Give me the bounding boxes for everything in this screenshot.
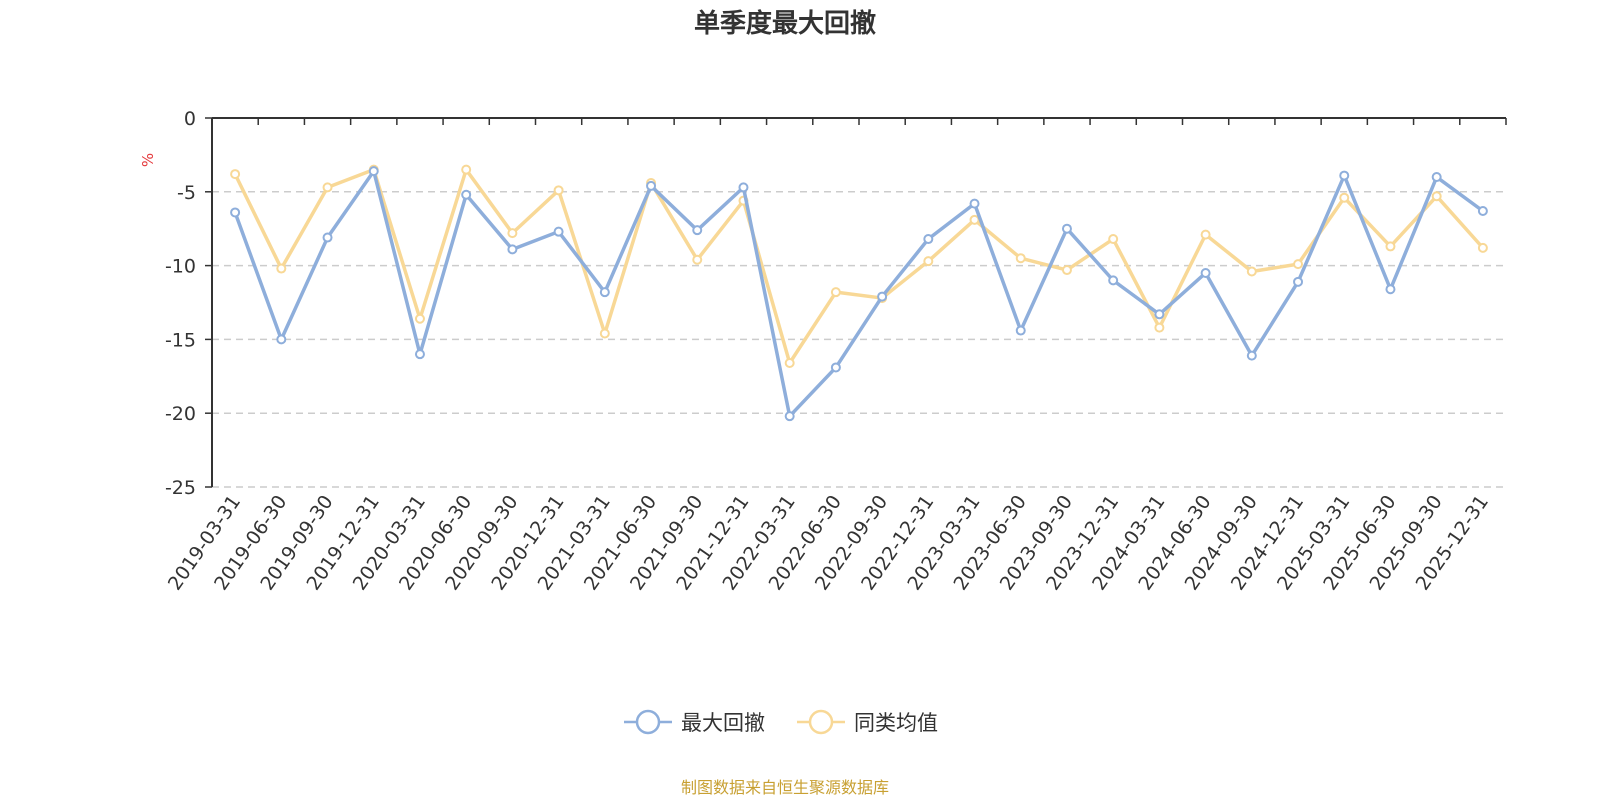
data-point[interactable] xyxy=(414,313,425,324)
data-point[interactable] xyxy=(276,263,287,274)
data-point[interactable] xyxy=(1061,223,1072,234)
data-point[interactable] xyxy=(1385,284,1396,295)
data-point[interactable] xyxy=(1015,253,1026,264)
data-point[interactable] xyxy=(1339,170,1350,181)
data-point[interactable] xyxy=(461,164,472,175)
data-point[interactable] xyxy=(1293,276,1304,287)
y-tick-label: -20 xyxy=(165,403,196,425)
data-point[interactable] xyxy=(969,214,980,225)
data-point[interactable] xyxy=(507,228,518,239)
series-line xyxy=(233,169,1485,418)
data-point[interactable] xyxy=(784,411,795,422)
y-axis-unit: % xyxy=(139,153,157,167)
data-point[interactable] xyxy=(738,182,749,193)
data-point[interactable] xyxy=(1246,350,1257,361)
legend-label: 最大回撤 xyxy=(681,711,765,735)
y-axis-labels: 0 -5 -10 -15 -20 -25 xyxy=(165,108,196,499)
data-point[interactable] xyxy=(830,362,841,373)
data-point[interactable] xyxy=(276,334,287,345)
data-point[interactable] xyxy=(692,254,703,265)
data-point[interactable] xyxy=(1154,309,1165,320)
data-point[interactable] xyxy=(230,169,241,180)
y-tick-label: 0 xyxy=(184,108,196,130)
legend-item-peer-average[interactable]: 同类均值 xyxy=(797,709,938,735)
data-point[interactable] xyxy=(599,287,610,298)
data-point[interactable] xyxy=(1246,266,1257,277)
data-point[interactable] xyxy=(461,189,472,200)
legend-label: 同类均值 xyxy=(854,711,938,735)
data-point[interactable] xyxy=(553,226,564,237)
x-axis-labels: 2019-03-312019-06-302019-09-302019-12-31… xyxy=(164,491,1493,594)
legend-marker-icon xyxy=(635,709,661,735)
data-point[interactable] xyxy=(1200,229,1211,240)
data-point[interactable] xyxy=(877,291,888,302)
data-point[interactable] xyxy=(1108,275,1119,286)
legend[interactable]: 最大回撤 同类均值 xyxy=(624,709,938,735)
y-tick-label: -5 xyxy=(177,182,196,204)
data-point[interactable] xyxy=(1061,265,1072,276)
y-tick-label: -25 xyxy=(165,477,196,499)
data-point[interactable] xyxy=(646,180,657,191)
data-point[interactable] xyxy=(1015,325,1026,336)
data-source: 制图数据来自恒生聚源数据库 xyxy=(681,778,889,797)
series-lines xyxy=(230,164,1488,422)
data-point[interactable] xyxy=(322,232,333,243)
series-0 xyxy=(230,166,1488,422)
data-point[interactable] xyxy=(1293,259,1304,270)
data-point[interactable] xyxy=(599,328,610,339)
data-point[interactable] xyxy=(507,244,518,255)
legend-marker-icon xyxy=(808,709,834,735)
data-point[interactable] xyxy=(230,207,241,218)
axes xyxy=(205,117,1507,488)
data-point[interactable] xyxy=(1339,192,1350,203)
data-point[interactable] xyxy=(923,256,934,267)
y-tick-label: -10 xyxy=(165,256,196,278)
legend-item-max-drawdown[interactable]: 最大回撤 xyxy=(624,709,765,735)
data-point[interactable] xyxy=(830,287,841,298)
series-1 xyxy=(230,164,1488,369)
data-point[interactable] xyxy=(1385,241,1396,252)
data-point[interactable] xyxy=(1154,322,1165,333)
data-point[interactable] xyxy=(969,198,980,209)
grid-lines xyxy=(212,191,1506,488)
data-point[interactable] xyxy=(322,182,333,193)
data-point[interactable] xyxy=(923,234,934,245)
data-point[interactable] xyxy=(784,358,795,369)
series-line xyxy=(233,167,1485,365)
data-point[interactable] xyxy=(368,166,379,177)
data-point[interactable] xyxy=(1431,172,1442,183)
data-point[interactable] xyxy=(1477,242,1488,253)
chart-title: 单季度最大回撤 xyxy=(694,8,876,39)
data-point[interactable] xyxy=(692,225,703,236)
data-point[interactable] xyxy=(1477,205,1488,216)
data-point[interactable] xyxy=(1108,234,1119,245)
data-point[interactable] xyxy=(553,185,564,196)
data-point[interactable] xyxy=(1200,267,1211,278)
data-point[interactable] xyxy=(1431,191,1442,202)
y-tick-label: -15 xyxy=(165,329,196,351)
data-point[interactable] xyxy=(414,349,425,360)
